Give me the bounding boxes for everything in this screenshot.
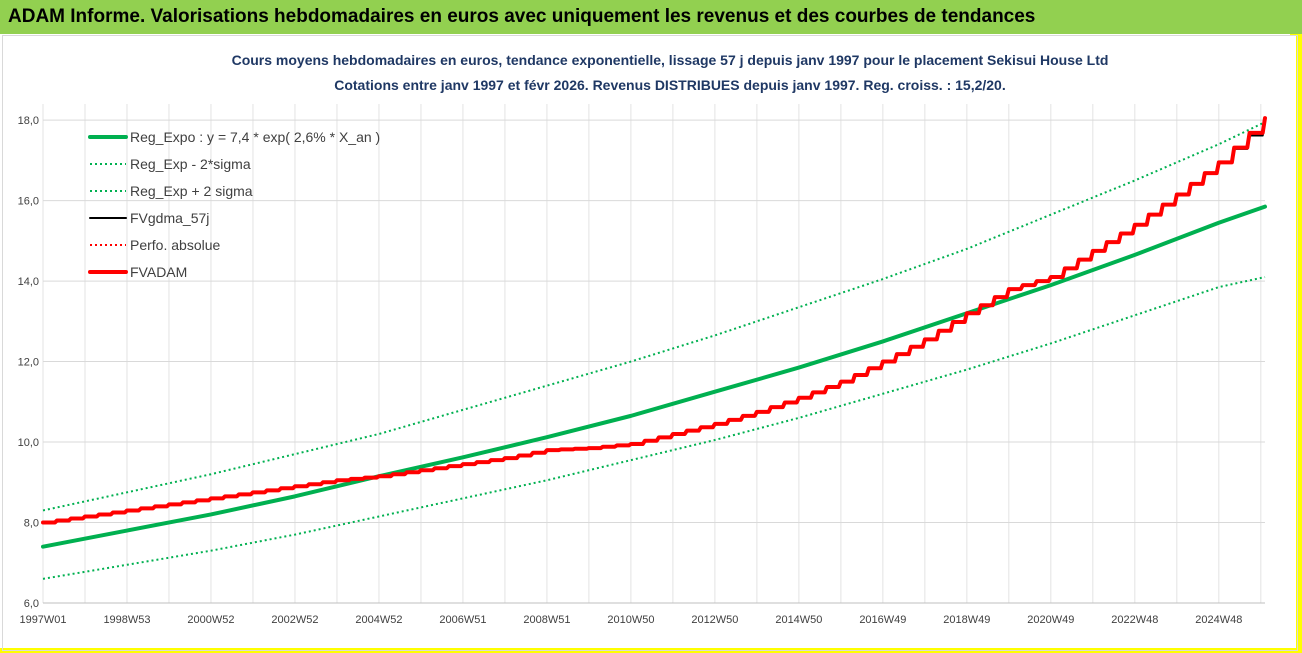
y-tick-label: 16,0 <box>18 196 39 208</box>
y-tick-label: 10,0 <box>18 437 39 449</box>
x-tick-label: 1998W53 <box>103 614 150 626</box>
series-line-reg_expo <box>41 204 1267 549</box>
legend-label: Reg_Exp - 2*sigma <box>130 156 251 172</box>
page-title: ADAM Informe. Valorisations hebdomadaire… <box>8 6 1036 27</box>
chart-title: Cours moyens hebdomadaires en euros, ten… <box>231 52 1109 68</box>
x-tick-label: 2004W52 <box>355 614 402 626</box>
chart-frame <box>2 35 1298 651</box>
x-tick-label: 2022W48 <box>1111 614 1158 626</box>
legend-label: FVADAM <box>130 264 187 280</box>
x-tick-label: 2020W49 <box>1027 614 1074 626</box>
legend-label: Reg_Exp + 2 sigma <box>130 183 253 199</box>
chart-subtitle: Cotations entre janv 1997 et févr 2026. … <box>334 77 1006 93</box>
y-tick-label: 8,0 <box>24 518 39 530</box>
y-tick-label: 14,0 <box>18 276 39 288</box>
x-tick-label: 2024W48 <box>1195 614 1242 626</box>
series-line-reg_exp <box>42 121 1266 512</box>
legend-label: FVgdma_57j <box>130 210 209 226</box>
series-line-reg_exp <box>42 276 1266 580</box>
x-tick-label: 2012W50 <box>691 614 738 626</box>
y-tick-label: 12,0 <box>18 357 39 369</box>
legend-label: Perfo. absolue <box>130 237 220 253</box>
series-line-fvadam <box>41 116 1267 525</box>
y-tick-label: 6,0 <box>24 598 39 610</box>
x-tick-label: 2002W52 <box>271 614 318 626</box>
x-tick-label: 1997W01 <box>19 614 66 626</box>
x-tick-label: 2010W50 <box>607 614 654 626</box>
x-tick-label: 2008W51 <box>523 614 570 626</box>
title-banner: ADAM Informe. Valorisations hebdomadaire… <box>0 0 1302 34</box>
x-tick-label: 2014W50 <box>775 614 822 626</box>
x-tick-label: 2018W49 <box>943 614 990 626</box>
legend-label: Reg_Expo : y = 7,4 * exp( 2,6% * X_an ) <box>130 129 380 145</box>
x-tick-label: 2006W51 <box>439 614 486 626</box>
x-tick-label: 2000W52 <box>187 614 234 626</box>
x-tick-label: 2016W49 <box>859 614 906 626</box>
chart-panel <box>2 36 1296 648</box>
y-tick-label: 18,0 <box>18 115 39 127</box>
